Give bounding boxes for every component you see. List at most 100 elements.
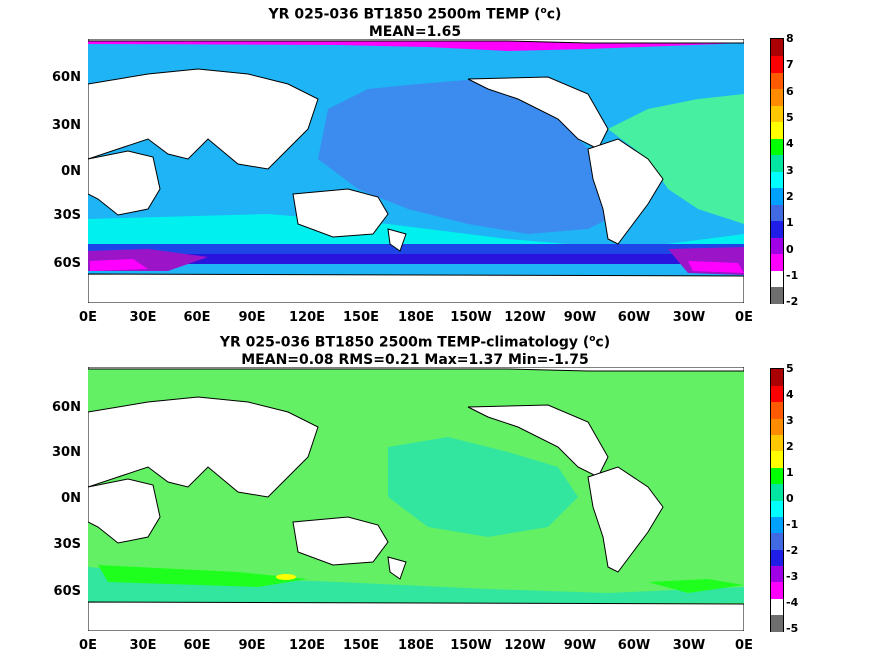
colorbar-label: 6	[786, 85, 794, 98]
colorbar-segment	[771, 270, 783, 287]
lon-label: 60W	[617, 310, 651, 325]
colorbar-label: 3	[786, 414, 794, 427]
lon-label: 90E	[238, 310, 266, 325]
colorbar-label: -4	[786, 596, 799, 609]
lon-label: 60E	[183, 310, 211, 325]
colorbar-segment	[771, 467, 783, 485]
colorbar-label: 7	[786, 58, 794, 71]
lat-label-60n: 60N	[52, 400, 81, 415]
new-zealand	[387, 556, 407, 580]
lat-label-60s: 60S	[53, 256, 81, 271]
panel1-title: YR 025-036 BT1850 2500m TEMP (oc) MEAN=1…	[268, 6, 562, 40]
eurasia	[88, 396, 319, 498]
south-america	[587, 466, 664, 573]
atlantic-region	[608, 94, 744, 224]
colorbar-segment	[771, 105, 783, 122]
southern-ocean-band	[88, 244, 744, 256]
australia	[292, 188, 389, 238]
africa	[88, 478, 161, 544]
colorbar-label: 8	[786, 32, 794, 45]
colorbar-segment	[771, 39, 783, 56]
colorbar-label: 1	[786, 466, 794, 479]
landmasses	[88, 39, 744, 303]
southern-deep-band	[88, 254, 744, 264]
colorbar-segment	[771, 549, 783, 566]
magenta-patch-east	[688, 261, 744, 273]
lon-label: 0E	[735, 310, 753, 325]
arctic	[88, 39, 744, 44]
colorbar-segment	[771, 581, 783, 599]
lon-label: 120W	[504, 310, 546, 325]
north-america	[467, 404, 609, 478]
panel2-title: YR 025-036 BT1850 2500m TEMP-climatology…	[219, 334, 611, 368]
colorbar-label: 5	[786, 362, 794, 375]
colorbar-segment	[771, 516, 783, 534]
colorbar-segment	[771, 483, 783, 501]
colorbar-label: 2	[786, 190, 794, 203]
magenta-patch-west	[90, 259, 148, 271]
panel2-map	[88, 367, 744, 631]
lat-label-0n: 0N	[61, 164, 81, 179]
australia	[292, 516, 389, 566]
colorbar-segment	[771, 401, 783, 419]
colorbar-label: 3	[786, 164, 794, 177]
colorbar-segment	[771, 138, 783, 155]
panel1-mean: MEAN=1.65	[368, 23, 462, 40]
lon-label: 180E	[397, 638, 435, 653]
colorbar-label: 2	[786, 440, 794, 453]
lon-label: 0E	[79, 638, 97, 653]
lon-label: 90W	[563, 638, 597, 653]
panel2-stats: MEAN=0.08 RMS=0.21 Max=1.37 Min=-1.75	[241, 351, 589, 368]
colorbar-label: 0	[786, 243, 794, 256]
colorbar-segment	[771, 369, 783, 386]
new-zealand	[387, 228, 407, 252]
colorbar-label: 4	[786, 388, 794, 401]
pacific-teal-region	[388, 437, 578, 537]
south-america	[587, 138, 664, 245]
lon-label: 30W	[672, 310, 706, 325]
colorbar-segment	[771, 450, 783, 468]
colorbar-segment	[771, 171, 783, 188]
lat-label-0n: 0N	[61, 491, 81, 506]
panel1-map-field	[88, 39, 744, 303]
colorbar-segment	[771, 55, 783, 73]
lat-label-30s: 30S	[53, 208, 81, 223]
antarctica	[88, 601, 744, 631]
colorbar-segment	[771, 253, 783, 271]
lon-label: 120W	[504, 638, 546, 653]
lon-label: 0E	[79, 310, 97, 325]
lon-label: 0E	[735, 638, 753, 653]
panel1-map	[88, 39, 744, 303]
colorbar-label: -2	[786, 544, 799, 557]
lon-label: 150W	[450, 310, 492, 325]
colorbar-segment	[771, 220, 783, 238]
southern-teal-band	[88, 567, 744, 603]
colorbar-label: 0	[786, 492, 794, 505]
north-america	[467, 76, 609, 150]
colorbar-label: 1	[786, 216, 794, 229]
lon-label: 150E	[342, 310, 380, 325]
green-patch-indian	[98, 565, 308, 587]
yellow-anomaly	[276, 574, 296, 580]
colorbar-label: -2	[786, 295, 799, 308]
colorbar-segment	[771, 121, 783, 139]
colorbar-segment	[771, 204, 783, 221]
lon-label: 120E	[288, 638, 326, 653]
panel2-map-field	[88, 367, 744, 631]
lon-label: 150E	[342, 638, 380, 653]
lat-label-60s: 60S	[53, 584, 81, 599]
colorbar-segment	[771, 88, 783, 106]
antarctica	[88, 273, 744, 303]
colorbar-segment	[771, 418, 783, 435]
lon-label: 180E	[397, 310, 435, 325]
colorbar-segment	[771, 500, 783, 517]
lon-label: 60E	[183, 638, 211, 653]
colorbar-segment	[771, 614, 783, 632]
lon-label: 90E	[238, 638, 266, 653]
colorbar-segment	[771, 598, 783, 616]
panel2-colorbar	[770, 368, 784, 632]
colorbar-segment	[771, 385, 783, 403]
lon-label: 150W	[450, 638, 492, 653]
colorbar-segment	[771, 187, 783, 205]
colorbar-label: 5	[786, 111, 794, 124]
